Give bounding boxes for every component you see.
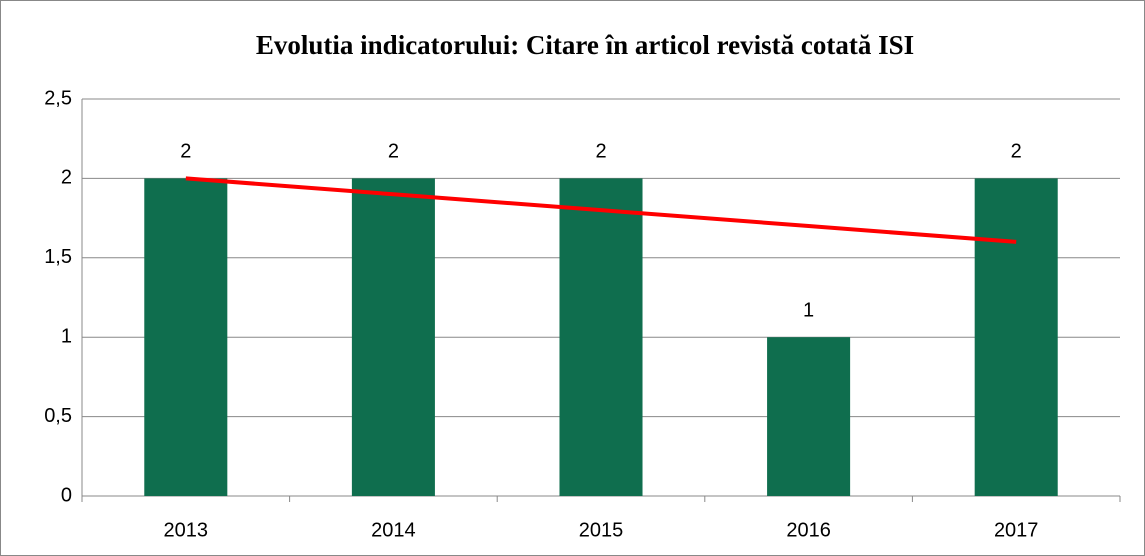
x-tick-label: 2014	[371, 519, 416, 541]
y-tick-label: 2,5	[44, 87, 72, 109]
x-tick-label: 2015	[579, 519, 624, 541]
data-label: 2	[180, 141, 191, 163]
data-label: 1	[803, 299, 814, 321]
y-tick-label: 0	[61, 484, 72, 506]
bar	[351, 178, 435, 496]
data-label: 2	[388, 141, 399, 163]
bar	[767, 337, 851, 496]
y-tick-label: 1	[61, 325, 72, 347]
chart-title: Evolutia indicatorului: Citare în artico…	[256, 30, 914, 60]
bar	[974, 178, 1058, 496]
y-tick-label: 0,5	[44, 405, 72, 427]
y-tick-label: 1,5	[44, 246, 72, 268]
trend-line	[185, 176, 1017, 244]
x-tick-label: 2016	[786, 519, 831, 541]
x-tick-label: 2017	[994, 519, 1039, 541]
data-label: 2	[1011, 141, 1022, 163]
bar	[144, 178, 228, 496]
data-label: 2	[595, 141, 606, 163]
x-tick-label: 2013	[164, 519, 209, 541]
bar	[559, 178, 643, 496]
y-tick-label: 2	[61, 167, 72, 189]
